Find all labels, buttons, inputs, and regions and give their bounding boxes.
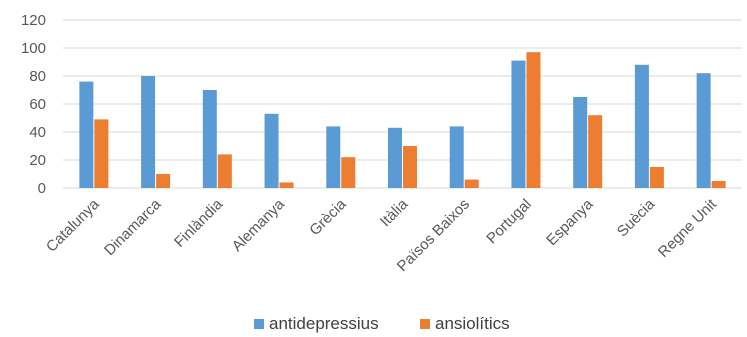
legend-label: antidepressius (269, 314, 379, 333)
y-tick-label: 40 (29, 124, 46, 141)
y-tick-label: 0 (38, 180, 46, 197)
y-tick-label: 80 (29, 68, 46, 85)
bar-antidepressius (511, 60, 526, 188)
bar-ansiolitics (217, 154, 232, 188)
legend-swatch (420, 319, 430, 329)
legend: antidepressius ansiolítics (254, 314, 510, 333)
bar-ansiolitics (711, 181, 726, 188)
y-tick-label: 120 (21, 12, 46, 29)
gridlines (63, 19, 742, 189)
bar-ansiolitics (403, 146, 417, 188)
bar-antidepressius (634, 64, 649, 188)
bar-antidepressius (326, 126, 341, 188)
x-category-label: Suècia (614, 195, 659, 240)
legend-label: ansiolítics (435, 314, 510, 333)
bar-antidepressius (388, 127, 402, 188)
x-category-label: Portugal (483, 196, 535, 248)
bar-antidepressius (696, 73, 711, 188)
bar-antidepressius (141, 76, 156, 188)
x-category-label: Alemanya (229, 195, 289, 255)
bar-ansiolitics (279, 182, 294, 188)
x-category-label: Grècia (306, 195, 350, 239)
y-tick-label: 100 (21, 40, 46, 57)
x-category-label: Espanya (543, 195, 597, 249)
bar-ansiolitics (94, 119, 109, 188)
bar-ansiolitics (588, 115, 603, 188)
x-category-label: Catalunya (43, 195, 103, 255)
bar-antidepressius (202, 90, 217, 188)
bars (79, 52, 726, 189)
y-tick-label: 20 (29, 152, 46, 169)
legend-swatch (254, 319, 264, 329)
bar-ansiolitics (341, 157, 356, 188)
x-category-label: Regne Unit (655, 195, 721, 261)
bar-ansiolitics (526, 52, 541, 189)
bar-ansiolitics (649, 167, 664, 188)
x-category-label: Finlàndia (171, 195, 227, 251)
x-category-label: Itàlia (377, 195, 412, 230)
bar-antidepressius (79, 81, 94, 188)
bar-ansiolitics (464, 179, 479, 188)
bar-antidepressius (264, 113, 279, 188)
y-axis-ticks: 0 20 40 60 80 100 120 (21, 12, 46, 197)
bar-antidepressius (573, 97, 588, 188)
x-category-label: Dinamarca (101, 195, 165, 259)
bar-ansiolitics (156, 174, 171, 188)
bar-antidepressius (449, 126, 464, 188)
y-tick-label: 60 (29, 96, 46, 113)
